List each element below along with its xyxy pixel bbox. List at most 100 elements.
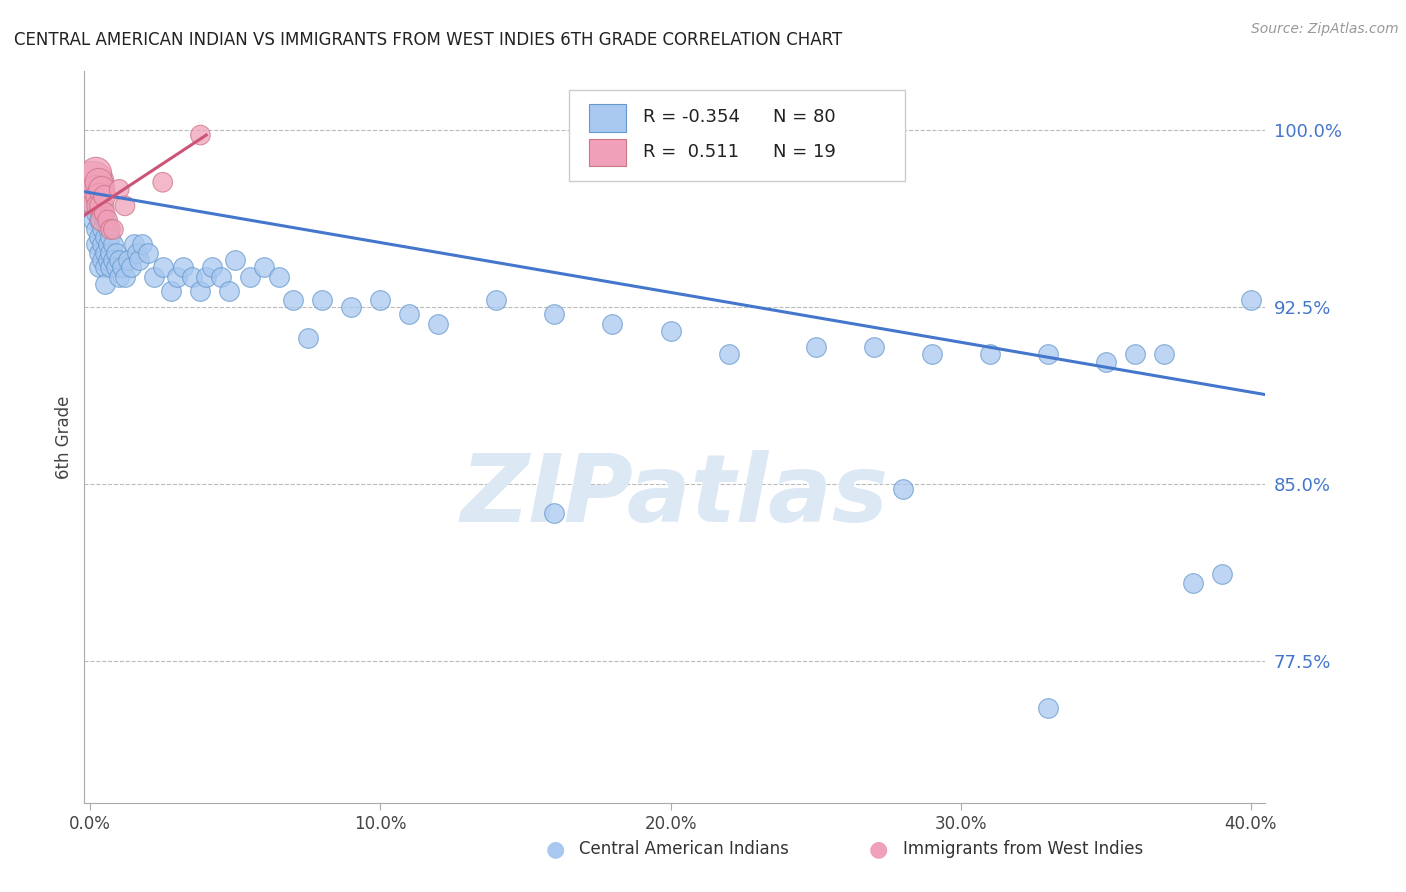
Point xyxy=(90,199,112,213)
Point xyxy=(82,213,104,227)
Point xyxy=(152,260,174,275)
Point xyxy=(114,269,136,284)
Point xyxy=(100,260,122,275)
Point xyxy=(84,236,107,251)
Point xyxy=(122,236,145,251)
Point xyxy=(111,260,134,275)
Point xyxy=(93,229,115,244)
Text: ●: ● xyxy=(869,839,889,859)
Point xyxy=(253,260,276,275)
Point xyxy=(172,260,194,275)
Point xyxy=(84,192,107,206)
Point xyxy=(100,222,122,236)
Point xyxy=(90,206,112,220)
Point xyxy=(82,189,104,203)
Point xyxy=(804,340,827,354)
Point xyxy=(136,246,159,260)
Text: Immigrants from West Indies: Immigrants from West Indies xyxy=(903,840,1143,858)
Point xyxy=(93,260,115,275)
Point xyxy=(120,260,142,275)
Text: N = 80: N = 80 xyxy=(773,108,835,126)
Point xyxy=(143,269,166,284)
Point xyxy=(108,182,131,196)
Point xyxy=(105,260,128,275)
Point xyxy=(311,293,333,308)
Point xyxy=(370,293,392,308)
Point xyxy=(103,222,125,236)
Point xyxy=(1153,347,1175,361)
Text: ●: ● xyxy=(546,839,565,859)
Point xyxy=(82,182,104,196)
Point xyxy=(103,253,125,268)
Point xyxy=(398,307,420,321)
Point xyxy=(82,175,104,189)
Point xyxy=(891,482,914,496)
Text: N = 19: N = 19 xyxy=(773,143,835,161)
Point xyxy=(108,269,131,284)
Point xyxy=(862,340,884,354)
Text: Source: ZipAtlas.com: Source: ZipAtlas.com xyxy=(1251,22,1399,37)
Point xyxy=(340,301,363,315)
Point xyxy=(160,284,183,298)
Point xyxy=(1123,347,1146,361)
Point xyxy=(180,269,202,284)
Y-axis label: 6th Grade: 6th Grade xyxy=(55,395,73,479)
Point xyxy=(103,236,125,251)
Point xyxy=(979,347,1001,361)
Point xyxy=(97,236,120,251)
Point xyxy=(224,253,246,268)
Point xyxy=(152,175,174,189)
Point xyxy=(87,213,110,227)
Point xyxy=(1181,576,1204,591)
Point xyxy=(84,206,107,220)
Point xyxy=(125,246,148,260)
Point xyxy=(201,260,224,275)
Point xyxy=(90,222,112,236)
Point xyxy=(267,269,290,284)
Point xyxy=(84,166,107,180)
Point xyxy=(209,269,232,284)
Text: ZIPatlas: ZIPatlas xyxy=(461,450,889,541)
Point xyxy=(87,246,110,260)
Point xyxy=(105,246,128,260)
FancyBboxPatch shape xyxy=(568,90,905,181)
Point xyxy=(100,229,122,244)
Point xyxy=(1240,293,1263,308)
Point xyxy=(93,213,115,227)
FancyBboxPatch shape xyxy=(589,138,627,167)
Point xyxy=(283,293,305,308)
Point xyxy=(93,246,115,260)
Point xyxy=(97,253,120,268)
Point xyxy=(97,213,120,227)
Point xyxy=(93,189,115,203)
Point xyxy=(717,347,740,361)
Point xyxy=(90,182,112,196)
Point xyxy=(659,324,682,338)
Point xyxy=(166,269,188,284)
Text: Central American Indians: Central American Indians xyxy=(579,840,789,858)
Point xyxy=(297,331,319,345)
Point xyxy=(1211,566,1233,581)
Point xyxy=(93,206,115,220)
Point xyxy=(117,253,139,268)
Point xyxy=(90,213,112,227)
Point xyxy=(90,236,112,251)
FancyBboxPatch shape xyxy=(589,104,627,132)
Point xyxy=(90,253,112,268)
Point xyxy=(87,199,110,213)
Point xyxy=(108,253,131,268)
Point xyxy=(87,260,110,275)
Point xyxy=(114,199,136,213)
Point xyxy=(1036,701,1059,715)
Text: R = -0.354: R = -0.354 xyxy=(643,108,740,126)
Text: CENTRAL AMERICAN INDIAN VS IMMIGRANTS FROM WEST INDIES 6TH GRADE CORRELATION CHA: CENTRAL AMERICAN INDIAN VS IMMIGRANTS FR… xyxy=(14,31,842,49)
Point xyxy=(190,284,212,298)
Point xyxy=(1094,354,1116,368)
Point xyxy=(1036,347,1059,361)
Point xyxy=(543,307,565,321)
Point xyxy=(543,506,565,520)
Point xyxy=(602,317,624,331)
Point xyxy=(84,222,107,236)
Point xyxy=(218,284,240,298)
Point xyxy=(84,182,107,196)
